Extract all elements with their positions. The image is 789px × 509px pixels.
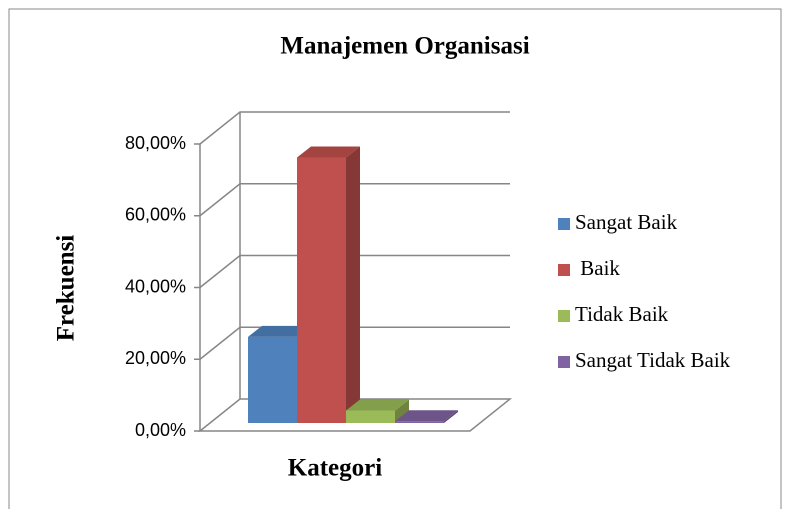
bar-side xyxy=(395,399,409,423)
bar xyxy=(346,399,409,423)
chart-title: Manajemen Organisasi xyxy=(280,33,529,60)
bar-side xyxy=(346,146,360,423)
y-axis-label: Frekuensi xyxy=(53,235,80,342)
grid-line xyxy=(197,398,513,432)
grid-line xyxy=(199,183,510,217)
legend-swatch xyxy=(558,356,570,368)
legend-swatch xyxy=(558,218,570,230)
y-tick-label: 0,00% xyxy=(135,420,186,440)
y-tick-label: 20,00% xyxy=(125,348,186,368)
chart-frame xyxy=(8,8,782,509)
bar-front xyxy=(297,157,346,423)
legend-label: Tidak Baik xyxy=(575,302,669,326)
bar xyxy=(297,146,360,423)
legend-label: Sangat Baik xyxy=(575,210,678,234)
grid-line xyxy=(199,254,510,289)
grid-line xyxy=(199,111,510,145)
legend-label: Baik xyxy=(575,256,620,280)
bar xyxy=(395,410,458,423)
legend-label: Sangat Tidak Baik xyxy=(575,348,731,372)
bar-top xyxy=(395,410,458,422)
y-tick-label: 60,00% xyxy=(125,205,186,225)
x-axis-label: Kategori xyxy=(288,455,382,482)
y-tick-label: 80,00% xyxy=(125,133,186,153)
legend-swatch xyxy=(558,264,570,276)
bar-top xyxy=(346,399,409,411)
bar-side xyxy=(444,410,458,423)
y-tick-label: 40,00% xyxy=(125,276,186,296)
legend-swatch xyxy=(558,310,570,322)
bar-front xyxy=(248,336,297,423)
bar-front xyxy=(395,421,444,423)
bar-front xyxy=(346,410,395,423)
grid-line xyxy=(199,326,510,360)
bar-top xyxy=(297,146,360,158)
bar-top xyxy=(248,325,311,337)
